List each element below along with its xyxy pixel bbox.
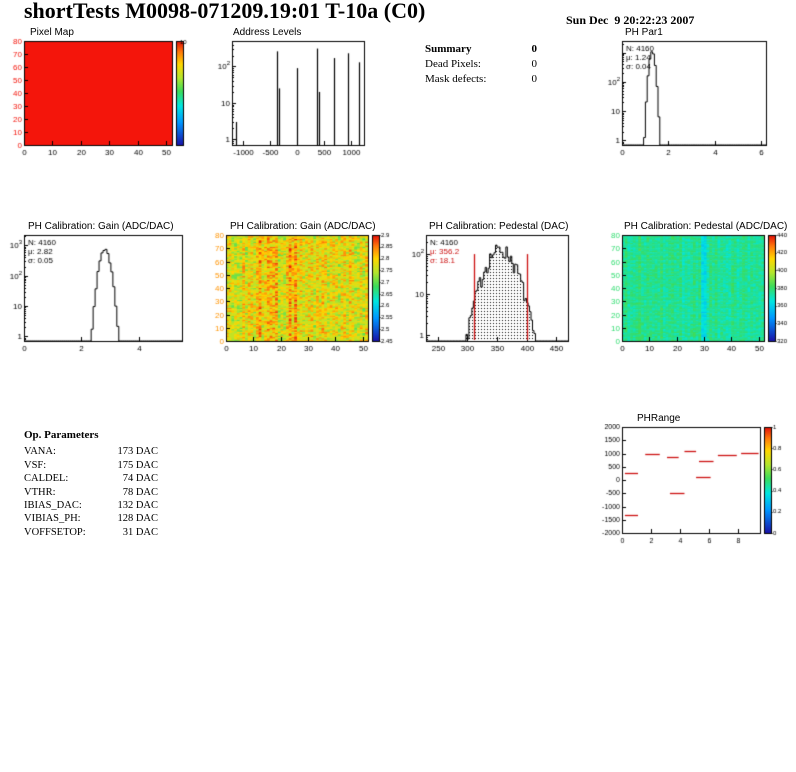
pixel-map-title: Pixel Map xyxy=(30,27,74,38)
mask-defects-label: Mask defects: xyxy=(425,73,487,85)
voffsetop-label: VOFFSETOP: xyxy=(24,526,86,538)
vibias-ph-value: 128 DAC xyxy=(117,513,158,525)
report-date: Sun Dec 9 20:22:23 2007 xyxy=(566,13,695,27)
voffsetop-value: 31 DAC xyxy=(122,526,158,538)
address-levels-chart xyxy=(214,38,374,162)
ph-par1-title: PH Par1 xyxy=(625,27,663,38)
ibias-dac-label: IBIAS_DAC: xyxy=(24,500,82,512)
caldel-value: 74 DAC xyxy=(122,473,158,485)
summary-value: 0 xyxy=(531,43,538,55)
summary-row-dead-pixels: Dead Pixels: 0 xyxy=(425,57,537,72)
gain-map-title: PH Calibration: Gain (ADC/DAC) xyxy=(230,221,376,232)
summary-title: Summary xyxy=(425,43,472,55)
op-row-voffsetop: VOFFSETOP: 31 DAC xyxy=(24,526,158,539)
op-row-vibias-ph: VIBIAS_PH: 128 DAC xyxy=(24,512,158,525)
ph-par1-chart xyxy=(604,38,774,162)
caldel-label: CALDEL: xyxy=(24,473,69,485)
op-parameters-title: Op. Parameters xyxy=(24,429,99,441)
op-row-vana: VANA: 173 DAC xyxy=(24,445,158,458)
dead-pixels-value: 0 xyxy=(531,58,538,70)
summary-panel: Summary 0 Dead Pixels: 0 Mask defects: 0 xyxy=(425,42,537,87)
dead-pixels-label: Dead Pixels: xyxy=(425,58,481,70)
gain-map-chart xyxy=(208,232,396,358)
mask-defects-value: 0 xyxy=(531,73,538,85)
op-row-caldel: CALDEL: 74 DAC xyxy=(24,472,158,485)
pedestal-map-title: PH Calibration: Pedestal (ADC/DAC) xyxy=(624,221,788,232)
op-row-ibias-dac: IBIAS_DAC: 132 DAC xyxy=(24,499,158,512)
vthr-label: VTHR: xyxy=(24,486,56,498)
vsf-value: 175 DAC xyxy=(117,459,158,471)
gain-hist-title: PH Calibration: Gain (ADC/DAC) xyxy=(28,221,174,232)
vthr-value: 78 DAC xyxy=(122,486,158,498)
pedestal-map-chart xyxy=(604,232,792,358)
pedestal-hist-title: PH Calibration: Pedestal (DAC) xyxy=(429,221,569,232)
pixel-map-chart xyxy=(6,38,198,162)
vana-value: 173 DAC xyxy=(117,446,158,458)
op-row-vsf: VSF: 175 DAC xyxy=(24,459,158,472)
op-parameters-panel: Op. Parameters VANA: 173 DAC VSF: 175 DA… xyxy=(24,429,158,539)
vsf-label: VSF: xyxy=(24,459,47,471)
report-title: shortTests M0098-071209.19:01 T-10a (C0) xyxy=(24,0,426,23)
address-levels-title: Address Levels xyxy=(233,27,302,38)
gain-hist-chart xyxy=(6,232,190,358)
ibias-dac-value: 132 DAC xyxy=(117,500,158,512)
ph-range-title: PHRange xyxy=(637,413,681,424)
op-row-vthr: VTHR: 78 DAC xyxy=(24,486,158,499)
vibias-ph-label: VIBIAS_PH: xyxy=(24,513,81,525)
summary-header-row: Summary 0 xyxy=(425,42,537,57)
vana-label: VANA: xyxy=(24,446,56,458)
ph-range-chart xyxy=(598,424,786,550)
pedestal-hist-chart xyxy=(408,232,576,358)
summary-row-mask-defects: Mask defects: 0 xyxy=(425,72,537,87)
